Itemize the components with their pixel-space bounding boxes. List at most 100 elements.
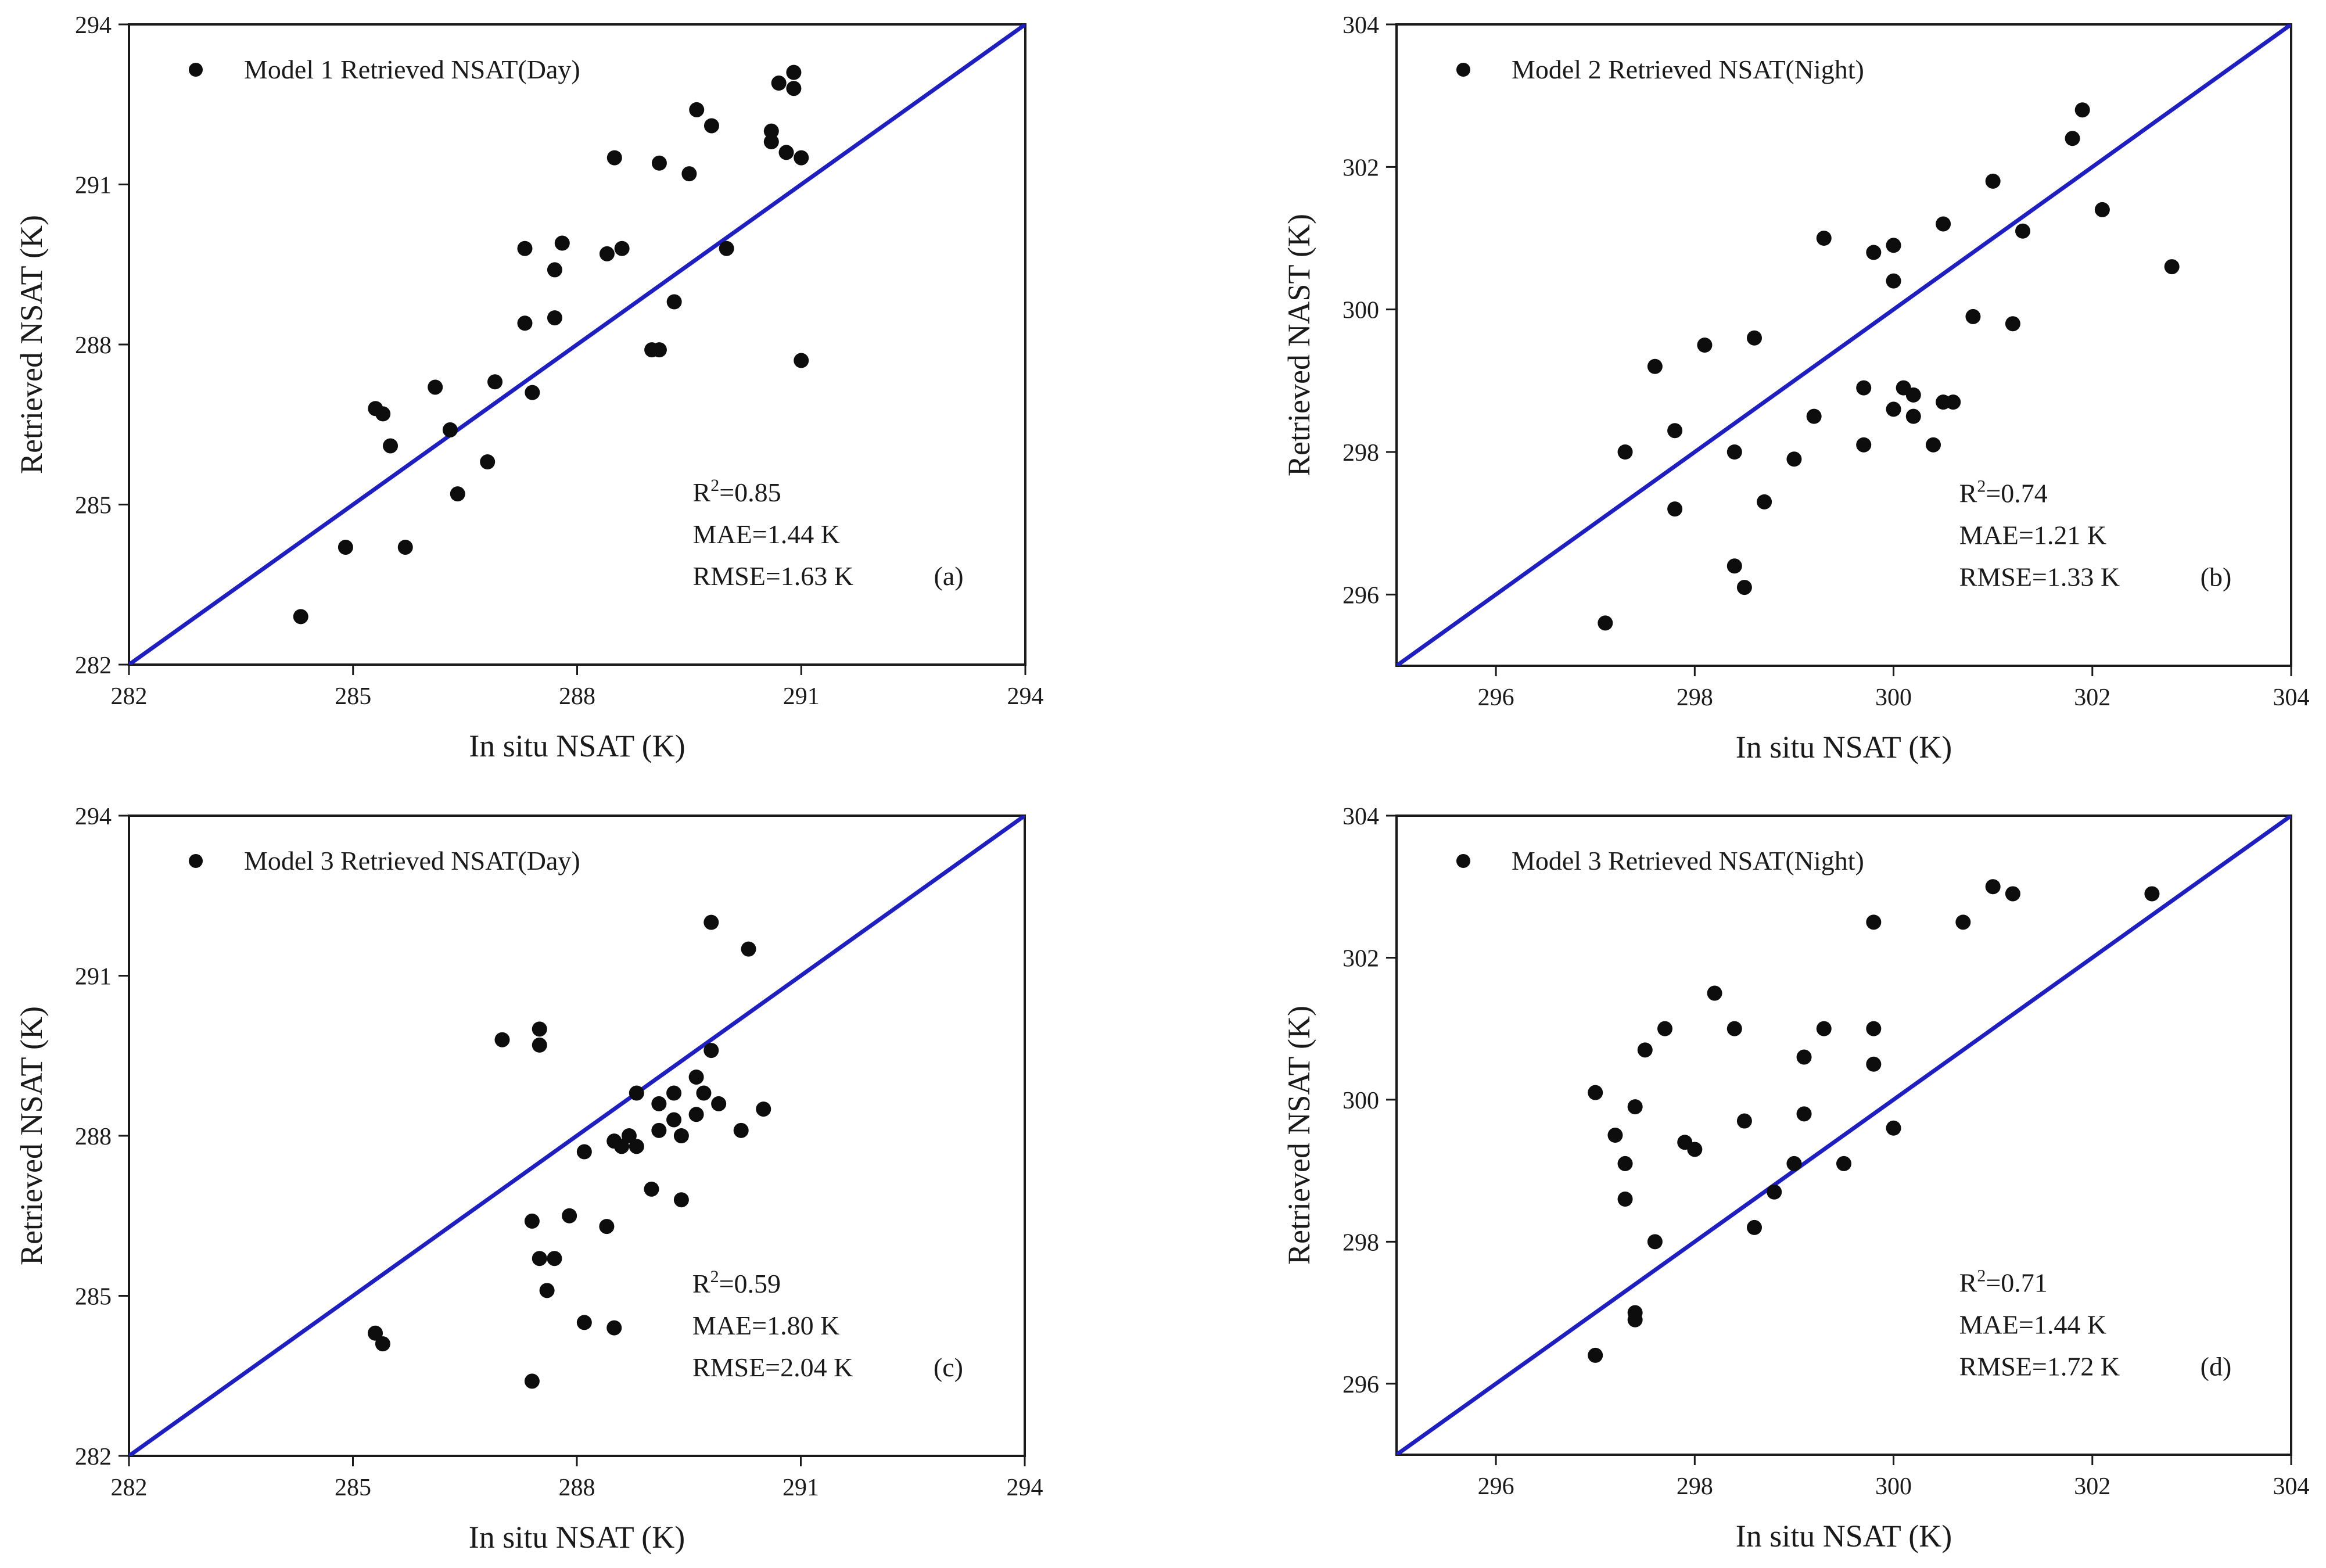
data-point [1905,408,1921,424]
data-point [719,241,734,256]
x-tick-label: 304 [2273,684,2310,711]
data-point [778,145,794,160]
y-tick-label: 296 [1343,582,1379,609]
data-point [1856,380,1872,396]
x-tick-label: 294 [1007,1474,1043,1501]
data-point [1926,437,1941,453]
data-point [1747,330,1762,346]
data-point [1866,1021,1882,1036]
data-point [1866,245,1882,260]
x-tick-label: 291 [782,1474,819,1501]
data-point [794,353,809,368]
legend-label: Model 1 Retrieved NSAT(Day) [244,55,580,84]
x-axis-title: In situ NSAT (K) [1736,1519,1952,1553]
legend: Model 2 Retrieved NSAT(Night) [1456,55,1864,84]
data-point [428,379,443,395]
x-tick-label: 298 [1677,1473,1713,1500]
y-tick-label: 282 [75,652,112,679]
data-point [1796,1049,1812,1065]
data-point [1905,387,1921,403]
data-point [532,1037,547,1053]
y-axis-title: Retrieved NSAT (K) [14,1006,49,1265]
y-tick-label: 288 [75,1124,112,1150]
data-point [673,1128,689,1143]
data-point [651,155,667,171]
x-tick-label: 298 [1677,684,1713,711]
y-tick-label: 300 [1343,297,1379,324]
y-tick-label: 298 [1343,1229,1379,1256]
data-point [703,1043,719,1059]
data-point [532,1021,547,1037]
y-tick-label: 291 [75,964,112,991]
data-point [1617,444,1633,460]
data-point [576,1315,592,1330]
data-point [1936,216,1951,232]
x-tick-label: 288 [559,683,595,710]
data-point [1856,437,1872,453]
data-point [524,1213,540,1229]
y-tick-label: 302 [1343,945,1379,972]
stat-rmse: RMSE=1.72 K [1959,1352,2120,1382]
x-tick-label: 294 [1007,683,1044,710]
x-tick-label: 302 [2074,684,2110,711]
y-tick-label: 285 [75,493,112,519]
data-point [1726,558,1742,574]
data-point [1965,308,1981,324]
data-point [629,1085,644,1101]
data-point [442,422,458,437]
data-point [1697,338,1713,353]
data-point [1985,879,2001,895]
data-point [599,1219,615,1235]
data-point [532,1251,547,1266]
data-point [1786,1156,1802,1171]
data-point [756,1101,771,1117]
y-tick-label: 285 [75,1284,112,1311]
data-point [525,385,540,400]
data-point [666,294,682,310]
data-point [2094,202,2110,217]
y-tick-label: 282 [75,1444,112,1470]
data-point [1607,1128,1623,1143]
data-point [651,1122,667,1138]
data-point [786,64,802,80]
data-point [2005,316,2020,332]
legend: Model 1 Retrieved NSAT(Day) [189,55,580,84]
data-point [1786,451,1802,467]
data-point [688,1107,704,1122]
stat-r2: R2=0.85 [693,476,781,507]
x-tick-label: 302 [2074,1473,2110,1500]
x-tick-label: 285 [335,1474,371,1501]
data-point [2144,886,2160,902]
data-point [1617,1192,1633,1207]
data-point [1687,1142,1703,1157]
x-tick-label: 300 [1875,1473,1912,1500]
data-point [375,406,391,422]
plot-frame [1395,23,2292,667]
stat-r2: R2=0.59 [692,1267,781,1298]
data-point [1757,494,1772,509]
legend-marker [189,63,203,77]
data-point [517,315,533,331]
data-point [1767,1184,1782,1200]
data-point [539,1283,555,1298]
y-axis-title: Retrieved NSAT (K) [1282,1006,1316,1265]
data-point [644,1181,659,1197]
legend: Model 3 Retrieved NSAT(Night) [1456,846,1864,876]
data-point [375,1336,390,1352]
data-point [1617,1156,1633,1171]
data-point [651,1096,667,1111]
data-point [1726,1021,1742,1036]
legend: Model 3 Retrieved NSAT(Day) [189,846,580,876]
data-point [681,166,697,182]
data-point [629,1139,644,1154]
data-point [794,150,809,166]
stat-mae: MAE=1.21 K [1959,520,2106,550]
y-tick-label: 298 [1343,440,1379,467]
data-point [1886,273,1901,289]
legend-marker [1456,854,1470,868]
data-point [1736,1113,1752,1129]
data-point [1886,1120,1901,1136]
panel-label: (d) [2201,1352,2232,1382]
x-tick-label: 282 [111,683,148,710]
data-point [703,914,719,930]
